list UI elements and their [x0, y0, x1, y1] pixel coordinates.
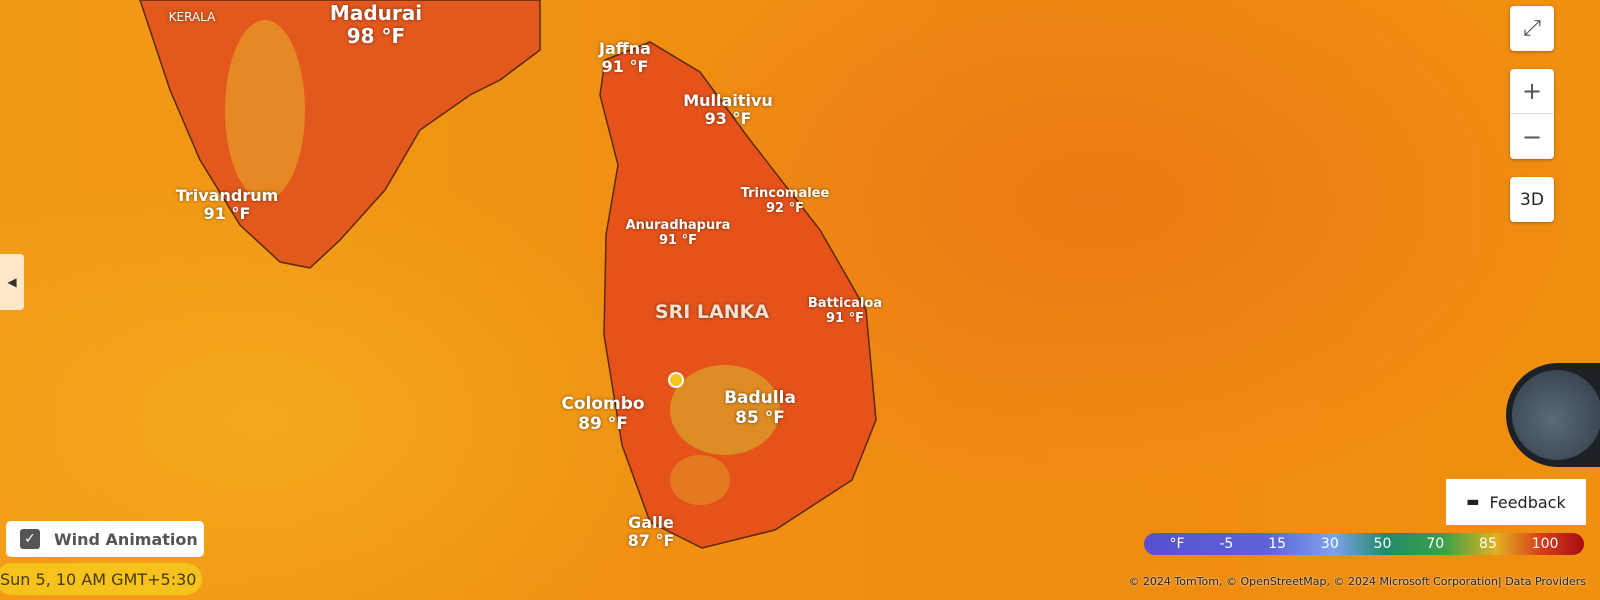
- region-label: KERALA: [168, 10, 216, 24]
- temperature-legend[interactable]: °F -5 15 30 50 70 85 100: [1144, 533, 1584, 555]
- caret-left-icon: ◀: [7, 275, 17, 289]
- city-label[interactable]: Galle 87 °F: [627, 513, 675, 551]
- globe-icon: [1512, 370, 1600, 460]
- feedback-label: Feedback: [1489, 492, 1566, 512]
- location-marker: [668, 372, 684, 388]
- city-label[interactable]: Colombo 89 °F: [561, 394, 645, 434]
- zoom-in-button[interactable]: +: [1510, 69, 1554, 114]
- sri-lanka-landmass: [599, 41, 877, 549]
- 3d-button[interactable]: 3D: [1510, 177, 1554, 222]
- city-label[interactable]: Trincomalee 92 °F: [740, 186, 830, 216]
- legend-value: -5: [1219, 536, 1234, 552]
- legend-value: 85: [1479, 536, 1497, 552]
- country-label: SRI LANKA: [654, 301, 770, 323]
- legend-value: 30: [1320, 536, 1339, 552]
- city-label[interactable]: Badulla 85 °F: [724, 388, 796, 428]
- legend-value: 15: [1268, 536, 1287, 552]
- expand-arrows-icon: ⤢: [1523, 16, 1541, 41]
- fullscreen-button[interactable]: ⤢: [1510, 6, 1554, 51]
- city-label[interactable]: Anuradhapura 91 °F: [625, 218, 731, 248]
- city-label[interactable]: Madurai 98 °F: [329, 1, 423, 48]
- copyright[interactable]: © 2024 TomTom, © OpenStreetMap, © 2024 M…: [1128, 575, 1586, 588]
- timestamp-badge: Sun 5, 10 AM GMT+5:30: [0, 563, 202, 595]
- legend-value: 100: [1531, 536, 1559, 552]
- comment-icon: ▬: [1466, 494, 1480, 510]
- city-label[interactable]: Jaffna 91 °F: [599, 39, 651, 77]
- city-label[interactable]: Trivandrum 91 °F: [175, 186, 279, 224]
- wind-animation-label: Wind Animation: [54, 529, 198, 549]
- collapse-panel-button[interactable]: ◀: [0, 254, 24, 310]
- legend-value: 50: [1373, 536, 1392, 552]
- globe-widget[interactable]: [1506, 363, 1600, 467]
- feedback-button[interactable]: ▬ Feedback: [1446, 479, 1586, 525]
- zoom-out-button[interactable]: −: [1521, 122, 1543, 151]
- city-label[interactable]: Mullaitivu 93 °F: [683, 91, 773, 129]
- wind-animation-toggle[interactable]: ✓ Wind Animation: [6, 521, 204, 557]
- zoom-control: + −: [1510, 69, 1554, 159]
- checkbox-checked-icon[interactable]: ✓: [20, 529, 40, 549]
- city-label[interactable]: Batticaloa 91 °F: [807, 296, 883, 326]
- legend-unit[interactable]: °F: [1169, 536, 1185, 552]
- legend-value: 70: [1426, 536, 1445, 552]
